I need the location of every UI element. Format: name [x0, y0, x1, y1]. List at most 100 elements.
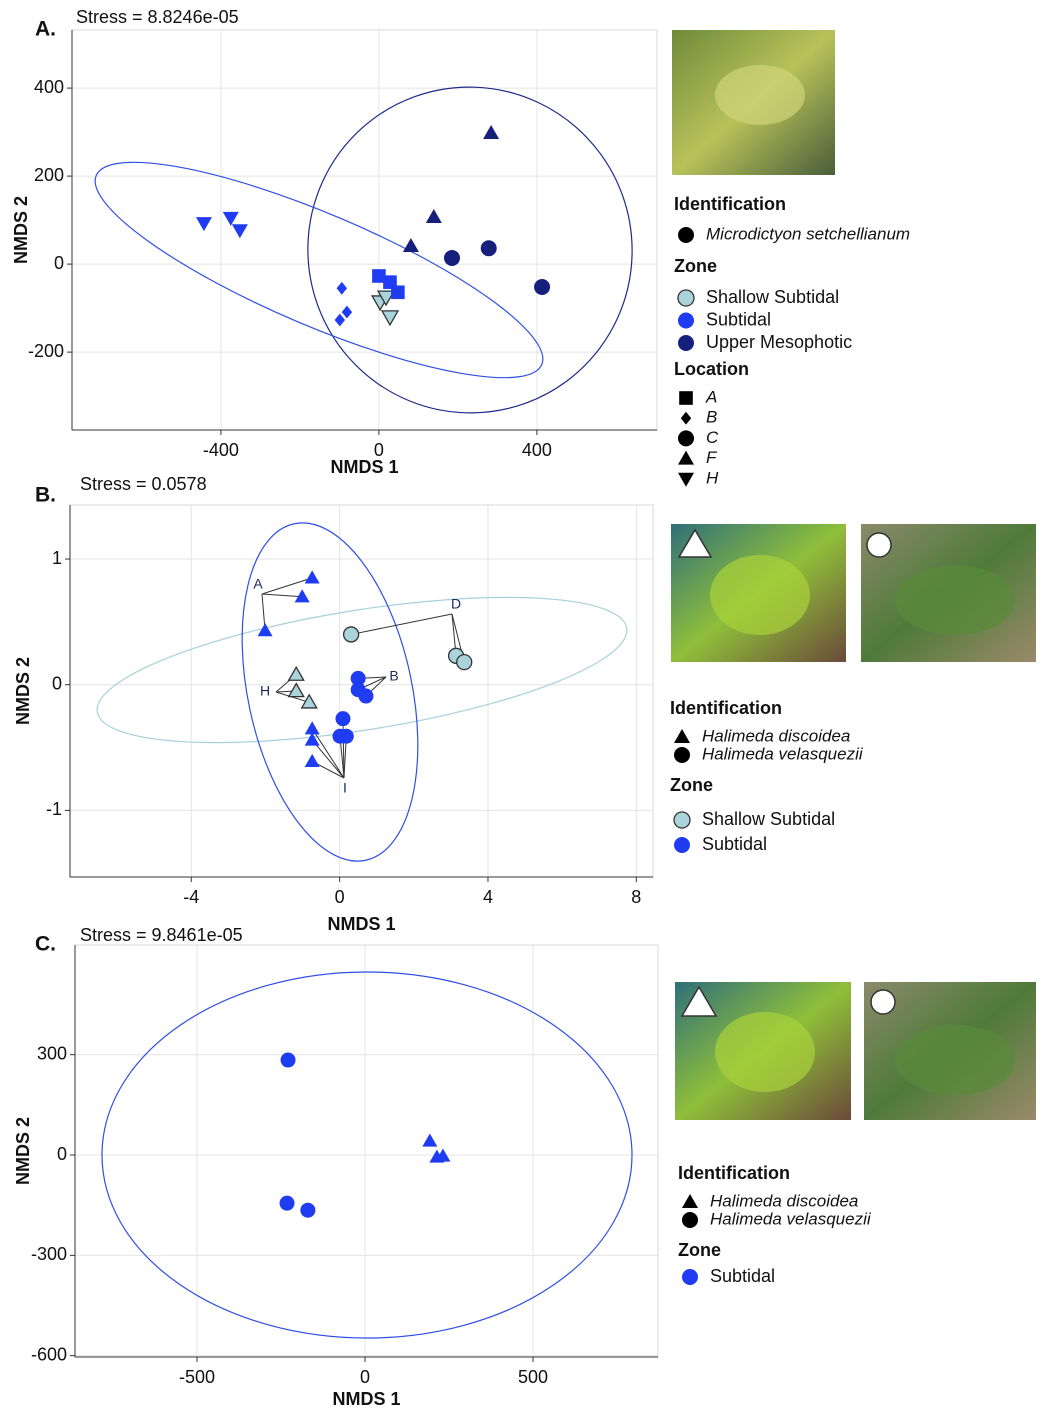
point [335, 711, 350, 726]
legend-label: Microdictyon setchellianum [706, 224, 910, 243]
legend-title: Zone [678, 1240, 721, 1260]
annotation: B [389, 668, 398, 684]
annotation: A [253, 576, 263, 592]
legend-marker [682, 1212, 698, 1228]
panel-label: B. [35, 484, 56, 507]
x-axis-label: NMDS 1 [332, 1389, 400, 1409]
x-tick-label: 0 [360, 1367, 370, 1387]
legend-marker [682, 1194, 698, 1208]
legend-marker [678, 473, 694, 487]
annotation: D [451, 596, 461, 612]
legend-label: Halimeda discoidea [702, 726, 850, 745]
legend-label: C [706, 428, 719, 447]
x-tick-label: 400 [522, 440, 552, 460]
legend-marker [674, 729, 690, 743]
y-tick-label: 0 [54, 253, 64, 273]
x-tick-label: 500 [518, 1367, 548, 1387]
legend-marker [678, 451, 694, 465]
legend-title: Zone [674, 256, 717, 276]
plot-frame [75, 945, 658, 1357]
photo-icon [871, 990, 895, 1014]
point [444, 250, 460, 266]
legend-title: Identification [674, 194, 786, 214]
legend-label: Halimeda discoidea [710, 1191, 858, 1210]
legend-label: A [705, 387, 717, 406]
y-tick-label: -300 [31, 1244, 67, 1264]
y-tick-label: -200 [28, 341, 64, 361]
legend-label: Subtidal [702, 834, 767, 854]
x-tick-label: 0 [335, 887, 345, 907]
legend-marker [678, 313, 694, 329]
point [391, 285, 405, 299]
x-tick-label: 4 [483, 887, 493, 907]
photo-icon [867, 533, 891, 557]
photo-detail [710, 555, 810, 635]
legend-title: Identification [678, 1163, 790, 1183]
legend-marker [681, 412, 691, 425]
y-tick-label: 0 [52, 673, 62, 693]
point [344, 627, 359, 642]
x-tick-label: -400 [203, 440, 239, 460]
legend-label: B [706, 408, 717, 427]
point [280, 1196, 295, 1211]
plot-frame [72, 30, 657, 430]
legend-marker [674, 837, 690, 853]
legend-label: Subtidal [706, 309, 771, 329]
legend-title: Zone [670, 775, 713, 795]
photo-detail [715, 1012, 815, 1092]
legend-label: H [706, 468, 719, 487]
point [281, 1053, 296, 1068]
legend-label: Halimeda velasquezii [702, 744, 864, 763]
figure: -4000400-2000200400A.Stress = 8.8246e-05… [0, 0, 1047, 1412]
legend-marker [674, 747, 690, 763]
legend-label: Shallow Subtidal [702, 809, 835, 829]
legend-marker [678, 430, 694, 446]
x-tick-label: -4 [183, 887, 199, 907]
y-tick-label: 0 [57, 1144, 67, 1164]
point [358, 689, 373, 704]
y-tick-label: -600 [31, 1344, 67, 1364]
y-tick-label: 1 [52, 548, 62, 568]
y-tick-label: 300 [37, 1043, 67, 1063]
photo-detail [895, 565, 1015, 635]
legend-marker [679, 391, 693, 405]
y-axis-label: NMDS 2 [11, 196, 31, 264]
x-axis-label: NMDS 1 [327, 914, 395, 934]
x-tick-label: 8 [631, 887, 641, 907]
panel: -4 0 4 8 -1 0 1 A D H B I [46, 505, 653, 907]
legend-label: Halimeda velasquezii [710, 1209, 872, 1228]
photo-detail [715, 65, 805, 125]
annotation: I [343, 780, 347, 796]
y-axis-label: NMDS 2 [13, 1117, 33, 1185]
legend-title: Location [674, 359, 749, 379]
subtitle: Stress = 8.8246e-05 [76, 7, 239, 27]
legend-label: F [706, 448, 718, 467]
point [481, 240, 497, 256]
x-tick-label: -500 [179, 1367, 215, 1387]
subtitle: Stress = 0.0578 [80, 474, 207, 494]
legend-label: Upper Mesophotic [706, 332, 852, 352]
legend-label: Shallow Subtidal [706, 287, 839, 307]
y-tick-label: 200 [34, 165, 64, 185]
annotation: H [260, 683, 270, 699]
legend-label: Subtidal [710, 1266, 775, 1286]
legend-marker [674, 812, 690, 828]
legend-marker [678, 227, 694, 243]
panel-label: C. [35, 933, 56, 956]
y-tick-label: -1 [46, 799, 62, 819]
y-axis-label: NMDS 2 [13, 657, 33, 725]
legend-marker [682, 1269, 698, 1285]
point [339, 729, 354, 744]
photo-detail [895, 1025, 1015, 1095]
legend-marker [678, 335, 694, 351]
panel: -500 0 500 -600 -300 0 300 [31, 945, 658, 1387]
legend-title: Identification [670, 698, 782, 718]
y-tick-label: 400 [34, 77, 64, 97]
point [457, 655, 472, 670]
point [300, 1203, 315, 1218]
subtitle: Stress = 9.8461e-05 [80, 925, 243, 945]
point [534, 279, 550, 295]
panel-label: A. [35, 18, 56, 41]
legend-marker [678, 290, 694, 306]
